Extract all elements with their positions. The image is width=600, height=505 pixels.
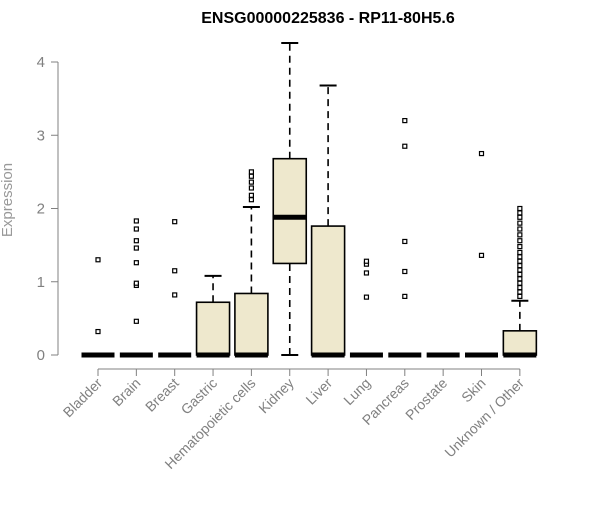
x-tick-label: Kidney bbox=[255, 375, 297, 417]
y-tick-label: 1 bbox=[37, 274, 45, 291]
outlier-point bbox=[363, 294, 370, 300]
outlier-point bbox=[172, 292, 178, 298]
outlier-point bbox=[363, 258, 370, 264]
outlier-point bbox=[248, 197, 254, 203]
box-group-kidney bbox=[272, 41, 308, 356]
outlier-point bbox=[517, 214, 523, 220]
outlier-point bbox=[517, 285, 523, 291]
plot-area bbox=[81, 41, 538, 358]
outlier-point bbox=[478, 150, 485, 157]
outlier-point bbox=[402, 268, 408, 275]
outlier-point bbox=[517, 226, 523, 232]
y-tick-label: 2 bbox=[37, 201, 45, 218]
outlier-point bbox=[517, 263, 523, 269]
outlier-point bbox=[517, 254, 523, 260]
y-axis-label: Expression bbox=[0, 163, 16, 237]
outlier-point bbox=[248, 192, 254, 198]
box-iqr bbox=[502, 330, 538, 356]
box-group-bladder bbox=[81, 257, 115, 358]
box-group-gastric bbox=[195, 274, 231, 358]
x-tick-label: Liver bbox=[302, 375, 335, 408]
outlier-point bbox=[517, 258, 523, 264]
outlier-point bbox=[517, 293, 523, 299]
x-tick-label: Prostate bbox=[402, 375, 450, 423]
outlier-point bbox=[517, 267, 523, 273]
x-tick-label: Lung bbox=[340, 375, 373, 408]
x-tick-label: Brain bbox=[109, 375, 143, 409]
y-tick-label: 0 bbox=[37, 347, 45, 364]
outlier-point bbox=[133, 280, 139, 286]
box-group-skin bbox=[465, 150, 498, 358]
outlier-point bbox=[133, 218, 139, 224]
outlier-point bbox=[517, 220, 523, 226]
box-iqr bbox=[272, 157, 308, 265]
outlier-point bbox=[248, 173, 254, 179]
box-group-hematopoietic-cells bbox=[234, 169, 269, 358]
x-tick-label: Breast bbox=[142, 375, 182, 415]
outlier-point bbox=[402, 143, 408, 149]
y-tick-label: 3 bbox=[37, 127, 45, 144]
outlier-point bbox=[133, 260, 139, 266]
box-group-liver bbox=[310, 84, 346, 358]
outlier-point bbox=[402, 117, 408, 124]
outlier-point bbox=[95, 257, 101, 263]
chart-title: ENSG00000225836 - RP11-80H5.6 bbox=[201, 10, 455, 27]
outlier-point bbox=[363, 270, 370, 276]
y-tick-label: 4 bbox=[37, 54, 45, 71]
outlier-point bbox=[517, 280, 523, 286]
outlier-point bbox=[517, 289, 523, 295]
outlier-point bbox=[133, 226, 139, 232]
outlier-point bbox=[402, 238, 408, 245]
outlier-point bbox=[517, 238, 523, 244]
outlier-point bbox=[517, 243, 523, 250]
outlier-point bbox=[517, 271, 523, 278]
x-tick-label: Skin bbox=[458, 375, 489, 406]
box-group-pancreas bbox=[388, 117, 422, 358]
outlier-point bbox=[248, 169, 254, 175]
outlier-point bbox=[248, 179, 254, 185]
x-tick-label: Bladder bbox=[60, 375, 106, 421]
box-iqr bbox=[195, 301, 231, 356]
outlier-point bbox=[478, 252, 485, 258]
outlier-point bbox=[517, 210, 523, 216]
outlier-point bbox=[133, 318, 139, 324]
outlier-point bbox=[248, 185, 254, 191]
box-group-brain bbox=[119, 218, 153, 358]
outlier-point bbox=[95, 328, 101, 335]
outlier-point bbox=[402, 293, 408, 299]
box-group-unknown-other bbox=[502, 205, 538, 358]
outlier-point bbox=[517, 205, 523, 212]
outlier-point bbox=[133, 245, 139, 251]
outlier-point bbox=[517, 232, 523, 238]
outlier-point bbox=[172, 219, 178, 225]
box-group-lung bbox=[349, 258, 383, 358]
y-axis: 0 1 2 3 4 bbox=[37, 54, 59, 364]
box-group-breast bbox=[158, 219, 192, 358]
outlier-point bbox=[517, 276, 523, 282]
outlier-point bbox=[172, 268, 178, 274]
box-iqr bbox=[310, 225, 346, 356]
outlier-point bbox=[517, 249, 523, 256]
box-iqr bbox=[234, 292, 269, 356]
outlier-point bbox=[133, 238, 139, 244]
